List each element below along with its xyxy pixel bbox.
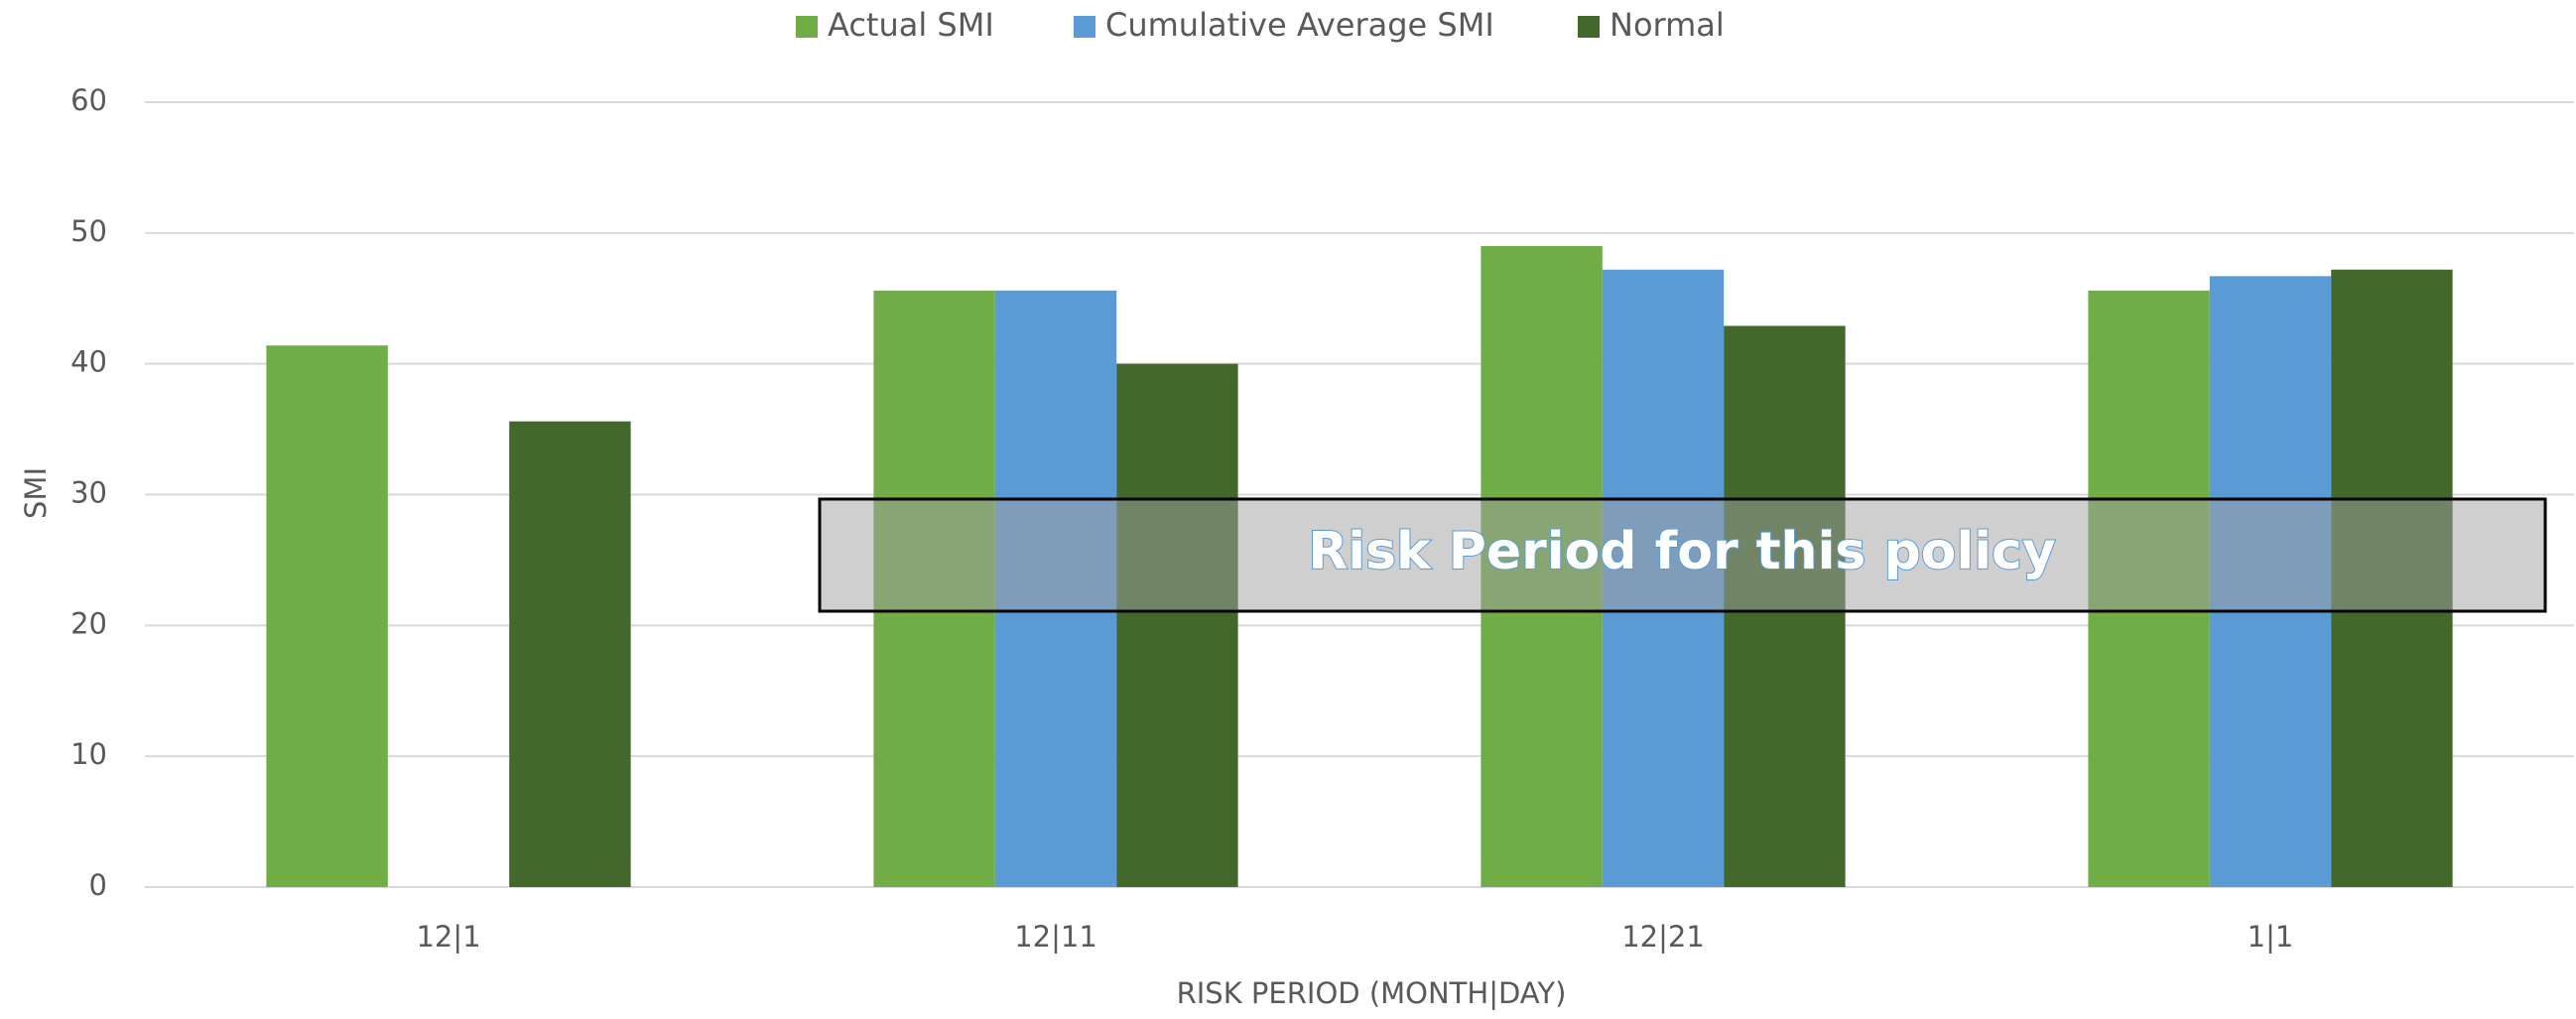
- x-tick-label: 12|11: [1014, 920, 1097, 954]
- y-tick-label: 60: [70, 83, 107, 117]
- legend: Actual SMI Cumulative Average SMI Normal: [796, 6, 1725, 44]
- legend-label: Actual SMI: [828, 6, 994, 44]
- y-tick-label: 0: [89, 868, 107, 902]
- x-tick-label: 12|21: [1621, 920, 1705, 954]
- y-axis-title: SMI: [19, 467, 53, 519]
- bar: [509, 421, 631, 887]
- y-tick-label: 20: [70, 606, 107, 640]
- y-tick-label: 50: [70, 214, 107, 248]
- legend-label: Cumulative Average SMI: [1105, 6, 1494, 44]
- y-tick-label: 30: [70, 476, 107, 510]
- x-tick-label: 12|1: [416, 920, 480, 954]
- y-tick-label: 10: [70, 737, 107, 771]
- legend-swatch: [1578, 16, 1600, 38]
- legend-swatch: [796, 16, 818, 38]
- legend-label: Normal: [1610, 6, 1725, 44]
- x-tick-label: 1|1: [2248, 920, 2294, 954]
- y-tick-label: 40: [70, 345, 107, 379]
- legend-swatch: [1074, 16, 1095, 38]
- annotation-box: [818, 497, 2547, 613]
- x-axis-title: RISK PERIOD (MONTH|DAY): [1177, 976, 1567, 1010]
- bar: [1116, 363, 1238, 888]
- annotation-text: Risk Period for this policy: [1308, 522, 2056, 581]
- bar: [266, 345, 388, 888]
